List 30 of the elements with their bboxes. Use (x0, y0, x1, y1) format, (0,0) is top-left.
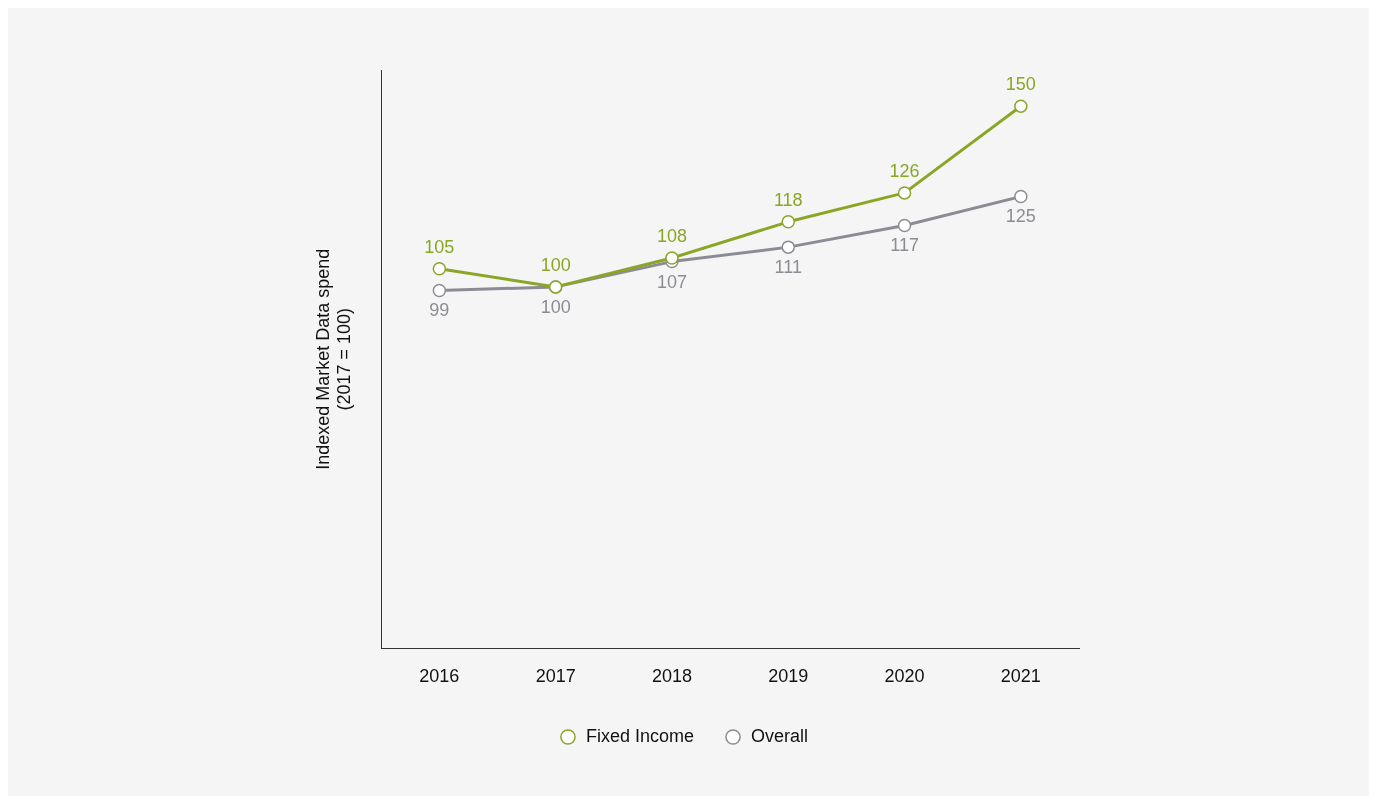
x-tick-label: 2018 (651, 666, 692, 687)
y-axis-title: Indexed Market Data spend (2017 = 100) (312, 248, 355, 470)
x-tick-label: 2019 (768, 666, 809, 687)
data-label: 111 (774, 257, 802, 278)
data-label: 118 (773, 189, 803, 210)
point (432, 262, 447, 276)
point (665, 251, 679, 265)
x-tick-label: 2020 (884, 666, 925, 687)
data-label: 105 (424, 236, 455, 257)
data-label: 108 (656, 225, 687, 246)
point (1014, 189, 1028, 204)
data-label: 100 (540, 296, 571, 317)
x-tick-label: 2017 (535, 666, 576, 687)
data-label: 107 (656, 271, 687, 292)
legend-label: Overall (751, 725, 809, 746)
x-tick-label: 2021 (1000, 666, 1041, 687)
x-tick-label: 2016 (419, 666, 460, 687)
data-label: 100 (540, 254, 571, 275)
legend-label: Fixed Income (585, 725, 695, 746)
point (781, 240, 795, 254)
point (897, 218, 912, 233)
data-label: 99 (429, 300, 450, 321)
point (897, 186, 912, 200)
data-label: 150 (1005, 74, 1036, 95)
data-label: 126 (889, 160, 920, 181)
data-label: 125 (1005, 206, 1036, 227)
point (1014, 99, 1028, 113)
point (781, 215, 795, 229)
point (432, 283, 447, 298)
data-label: 117 (890, 235, 919, 256)
